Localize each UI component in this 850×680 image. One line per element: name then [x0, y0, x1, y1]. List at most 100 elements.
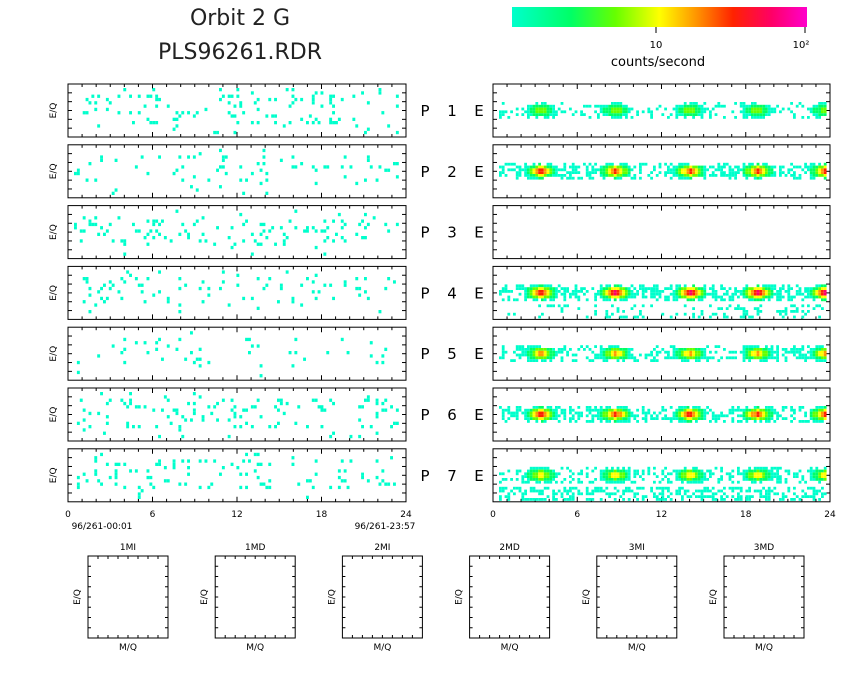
- data-cell: [271, 114, 275, 118]
- data-cell: [346, 351, 350, 355]
- data-cell: [804, 295, 807, 299]
- data-cell: [563, 162, 567, 166]
- data-cell: [311, 121, 315, 125]
- data-cell: [88, 293, 92, 297]
- data-cell: [616, 295, 620, 299]
- data-cell: [697, 411, 701, 415]
- data-cell: [555, 406, 558, 409]
- data-cell: [172, 127, 176, 131]
- data-cell: [753, 104, 757, 108]
- data-cell: [767, 290, 771, 293]
- data-cell: [784, 312, 788, 316]
- data-cell: [689, 292, 693, 296]
- data-cell: [580, 411, 583, 415]
- data-cell: [821, 486, 824, 490]
- data-cell: [647, 469, 651, 473]
- data-cell: [692, 480, 695, 484]
- data-cell: [790, 498, 793, 501]
- data-cell: [507, 469, 511, 473]
- data-cell: [695, 411, 698, 415]
- data-cell: [630, 116, 634, 119]
- data-cell: [74, 171, 77, 176]
- data-cell: [751, 345, 754, 348]
- data-cell: [784, 478, 788, 481]
- data-cell: [753, 356, 757, 360]
- data-cell: [552, 353, 555, 357]
- data-cell: [697, 104, 701, 108]
- data-cell: [728, 168, 732, 172]
- data-cell: [207, 360, 211, 365]
- data-cell: [158, 155, 161, 159]
- data-cell: [616, 469, 620, 473]
- data-cell: [627, 420, 631, 423]
- data-cell: [560, 350, 564, 354]
- data-cell: [776, 475, 779, 478]
- data-cell: [742, 102, 746, 105]
- data-cell: [683, 290, 687, 293]
- data-cell: [608, 284, 611, 288]
- data-cell: [619, 176, 623, 180]
- data-cell: [639, 310, 642, 313]
- data-cell: [653, 492, 656, 496]
- data-cell: [580, 492, 583, 496]
- data-cell: [597, 290, 600, 293]
- data-cell: [175, 111, 179, 115]
- data-cell: [314, 245, 318, 250]
- data-cell: [317, 121, 321, 125]
- data-cell: [288, 104, 292, 108]
- data-cell: [123, 485, 127, 490]
- data-cell: [650, 414, 653, 418]
- data-cell: [611, 110, 614, 114]
- data-cell: [751, 295, 754, 299]
- data-cell: [532, 469, 536, 473]
- data-cell: [504, 162, 508, 166]
- data-cell: [608, 171, 611, 174]
- data-cell: [285, 236, 289, 240]
- data-cell: [686, 113, 690, 116]
- data-cell: [355, 124, 359, 128]
- data-cell: [499, 498, 502, 501]
- data-cell: [535, 174, 539, 177]
- data-cell: [557, 472, 561, 476]
- data-cell: [711, 174, 715, 177]
- data-cell: [599, 406, 603, 409]
- data-cell: [538, 408, 541, 412]
- data-cell: [375, 411, 379, 416]
- data-cell: [692, 171, 695, 174]
- data-cell: [204, 459, 208, 463]
- mass-x-label: M/Q: [119, 643, 137, 653]
- data-cell: [605, 472, 609, 476]
- data-cell: [784, 356, 788, 360]
- data-cell: [697, 475, 701, 478]
- data-cell: [770, 284, 774, 288]
- data-cell: [524, 408, 527, 412]
- data-cell: [146, 242, 150, 246]
- data-cell: [100, 296, 103, 301]
- data-cell: [742, 312, 746, 316]
- data-cell: [538, 348, 541, 351]
- data-cell: [695, 469, 698, 473]
- data-cell: [812, 498, 816, 501]
- data-cell: [569, 469, 572, 473]
- data-cell: [823, 417, 827, 420]
- data-cell: [678, 420, 681, 423]
- data-cell: [661, 113, 665, 116]
- data-cell: [781, 287, 785, 290]
- data-cell: [823, 102, 827, 105]
- data-cell: [765, 162, 768, 166]
- data-cell: [611, 478, 614, 481]
- data-cell: [812, 295, 816, 299]
- data-cell: [577, 472, 581, 476]
- data-cell: [256, 462, 260, 466]
- data-cell: [815, 350, 819, 354]
- data-cell: [314, 398, 318, 402]
- data-cell: [815, 168, 819, 172]
- data-cell: [804, 414, 807, 418]
- data-cell: [597, 116, 600, 119]
- data-cell: [541, 102, 544, 105]
- data-cell: [563, 345, 567, 348]
- data-cell: [306, 495, 309, 499]
- data-cell: [555, 171, 558, 174]
- data-cell: [815, 284, 819, 288]
- data-cell: [779, 312, 782, 316]
